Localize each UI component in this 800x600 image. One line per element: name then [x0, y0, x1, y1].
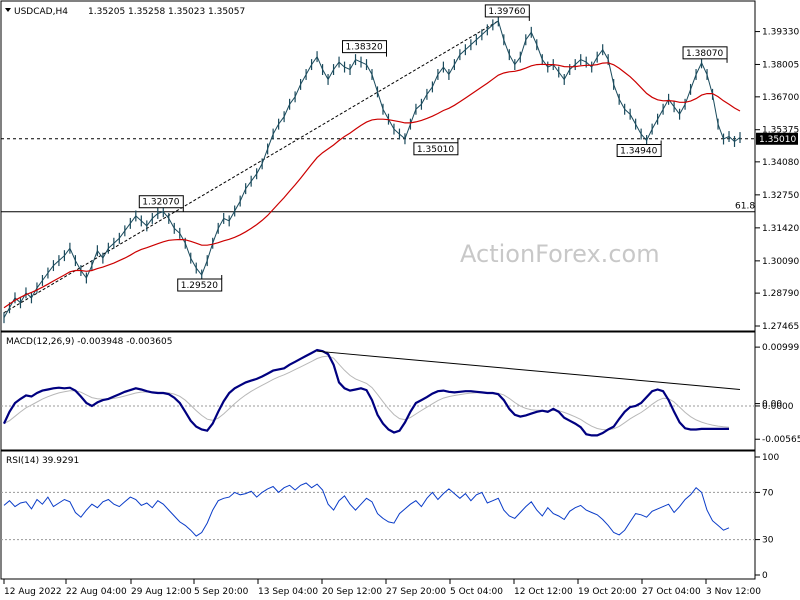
annotation-box: [484, 4, 530, 18]
last-price-tag-label: 1.35010: [759, 135, 796, 145]
last-price-tag: [756, 132, 798, 145]
macd-y-tick-label: 0.00: [762, 400, 782, 410]
annotation-label: 1.35010: [417, 145, 454, 155]
fib-61-8-label: 61.8: [735, 202, 755, 212]
watermark: ActionForex.com: [460, 240, 660, 268]
price-y-tick-label: 1.38005: [762, 60, 799, 70]
annotation-label: 1.38320: [346, 43, 383, 53]
price-y-tick-label: 1.31420: [762, 224, 799, 234]
moving-average-line: [3, 62, 741, 309]
macd-title: MACD(12,26,9) -0.003948 -0.003605: [6, 337, 172, 347]
price-y-tick-label: 1.27465: [762, 322, 799, 332]
x-tick-label: 29 Aug 12:00: [131, 587, 192, 597]
x-axis: 12 Aug 2022 22 Aug 04:00 29 Aug 12:00 5 Sep…: [3, 579, 761, 597]
price-panel: [0, 0, 756, 332]
price-line: [3, 20, 741, 318]
annotation-box: [342, 40, 388, 54]
rsi-chart: 100 70 30 0: [1, 453, 779, 581]
rsi-title: RSI(14) 39.9291: [6, 456, 79, 466]
x-tick-label: 12 Oct 12:00: [514, 587, 573, 597]
annotation-label: 1.38070: [686, 49, 723, 59]
macd-y-tick-label: 0.0000: [762, 402, 794, 412]
macd-trend-line: [317, 350, 741, 390]
rsi-line: [3, 482, 730, 537]
x-tick-label: 12 Aug 2022: [4, 587, 62, 597]
annotation-label: 1.32070: [142, 198, 179, 208]
x-tick-label: 3 Nov 12:00: [706, 587, 761, 597]
rsi-y-tick-label: 30: [762, 536, 774, 546]
rsi-y-tick-label: 100: [762, 453, 779, 463]
macd-panel: [0, 331, 756, 451]
price-y-tick-label: 1.35375: [762, 126, 799, 136]
trend-line: [3, 20, 499, 314]
price-y-tick-label: 1.36700: [762, 93, 799, 103]
price-y-tick-label: 1.28790: [762, 289, 799, 299]
x-tick-label: 13 Sep 04:00: [258, 587, 318, 597]
price-y-tick-label: 1.39330: [762, 28, 799, 38]
x-tick-label: 5 Sep 20:00: [194, 587, 249, 597]
dropdown-triangle-icon[interactable]: [5, 8, 11, 12]
price-chart: 1.39330 1.38005 1.36700 1.35375 1.34080 1.327…: [1, 4, 799, 332]
x-tick-label: 19 Oct 20:00: [578, 587, 637, 597]
annotation-label: 1.29520: [181, 281, 218, 291]
x-tick-label: 27 Sep 20:00: [386, 587, 446, 597]
macd-y-tick-label: 0.009991: [762, 343, 800, 353]
annotation-box: [138, 195, 184, 209]
annotation-box: [177, 278, 223, 292]
annotation-box: [616, 144, 662, 158]
symbol-label: USDCAD,H4: [14, 7, 68, 17]
annotation-box: [682, 46, 728, 60]
price-y-tick-label: 1.34080: [762, 158, 799, 168]
ohlc-close: 1.35057: [208, 7, 245, 17]
rsi-y-tick-label: 0: [762, 571, 768, 581]
price-y-tick-label: 1.30090: [762, 257, 799, 267]
rsi-panel: [0, 450, 756, 580]
rsi-y-tick-label: 70: [762, 488, 774, 498]
x-tick-label: 20 Sep 12:00: [322, 587, 382, 597]
x-tick-label: 27 Oct 04:00: [642, 587, 701, 597]
annotation-label: 1.39760: [488, 7, 525, 17]
ohlc-open: 1.35205: [88, 7, 125, 17]
x-tick-label: 22 Aug 04:00: [66, 587, 127, 597]
ohlc-high: 1.35258: [128, 7, 165, 17]
price-y-tick-label: 1.32750: [762, 191, 799, 201]
x-tick-label: 5 Oct 04:00: [450, 587, 503, 597]
annotation-label: 1.34940: [620, 147, 657, 157]
macd-line: [3, 348, 729, 437]
ohlc-low: 1.35023: [168, 7, 205, 17]
annotation-box: [413, 142, 459, 156]
